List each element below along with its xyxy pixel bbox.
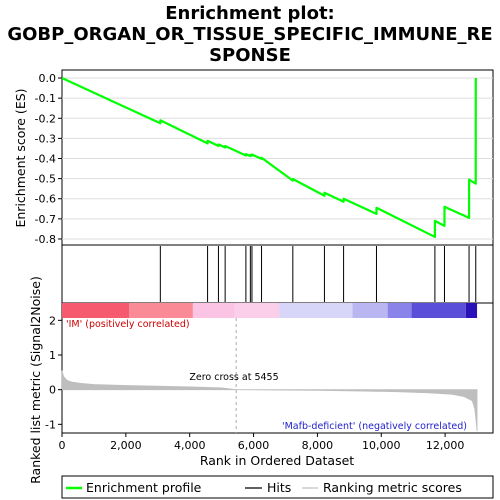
metric-y-tick-label: -1: [45, 418, 56, 431]
x-tick-label: 2,000: [110, 439, 142, 452]
metric-y-tick-label: 0: [49, 384, 56, 397]
es-y-tick-label: -0.5: [35, 173, 56, 186]
legend-box: [61, 475, 494, 499]
positive-correlation-label: 'IM' (positively correlated): [66, 319, 190, 330]
hits-panel-frame: [61, 244, 494, 304]
x-axis-label: Rank in Ordered Dataset: [200, 453, 354, 468]
x-tick-label: 4,000: [174, 439, 206, 452]
es-y-tick-label: -0.7: [35, 213, 56, 226]
chart-title-line-3: SPONSE: [209, 45, 291, 66]
legend: Enrichment profile Hits Ranking metric s…: [61, 475, 494, 499]
es-y-axis: 0.0 -0.1 -0.2 -0.3 -0.4 -0.5 -0.6 -0.7 -0.8: [35, 72, 62, 246]
hits-ticks: [159, 246, 477, 302]
metric-y-tick-label: 1: [49, 349, 56, 362]
x-tick-label: 12,000: [426, 439, 465, 452]
legend-es-label: Enrichment profile: [86, 480, 202, 495]
es-gridlines: [62, 77, 493, 240]
colorbar-segment: [129, 303, 193, 318]
ranked-colorbar: [62, 303, 478, 318]
es-y-tick-label: -0.2: [35, 112, 56, 125]
colorbar-segment: [62, 303, 130, 318]
metric-y-tick-label: 2: [49, 314, 56, 327]
es-y-axis-label: Enrichment score (ES): [13, 88, 28, 227]
x-axis: 0 2,000 4,000 6,000 8,000 10,000 12,000: [59, 433, 465, 452]
negative-correlation-label: 'Mafb-deficient' (negatively correlated): [282, 421, 467, 432]
colorbar-segment: [387, 303, 412, 318]
chart-title-line-2: GOBP_ORGAN_OR_TISSUE_SPECIFIC_IMMUNE_RE: [7, 24, 492, 45]
metric-y-axis: 2 1 0 -1: [45, 314, 62, 431]
ranking-metric-fill: [61, 370, 478, 432]
ranking-metric-area: [61, 318, 478, 433]
colorbar-segment: [411, 303, 466, 318]
enrichment-profile: [61, 77, 477, 239]
enrichment-profile-line: [61, 77, 477, 239]
x-tick-label: 10,000: [362, 439, 401, 452]
colorbar-segment: [279, 303, 353, 318]
es-y-tick-label: -0.1: [35, 92, 56, 105]
metric-y-axis-label: Ranked list metric (Signal2Noise): [28, 276, 43, 484]
legend-hits-label: Hits: [267, 480, 291, 495]
es-y-tick-label: -0.3: [35, 132, 56, 145]
x-tick-label: 0: [59, 439, 66, 452]
x-tick-label: 8,000: [302, 439, 334, 452]
legend-metric-label: Ranking metric scores: [323, 480, 462, 495]
es-y-tick-label: -0.4: [35, 153, 56, 166]
colorbar-segment: [192, 303, 235, 318]
colorbar-segment: [234, 303, 280, 318]
es-y-tick-label: -0.6: [35, 193, 56, 206]
x-tick-label: 6,000: [238, 439, 270, 452]
zero-cross-label: Zero cross at 5455: [189, 372, 278, 383]
colorbar-segment: [465, 303, 478, 318]
es-y-tick-label: 0.0: [39, 72, 57, 85]
es-y-tick-label: -0.8: [35, 233, 56, 246]
colorbar-segment: [352, 303, 388, 318]
chart-title-line-1: Enrichment plot:: [165, 3, 335, 24]
